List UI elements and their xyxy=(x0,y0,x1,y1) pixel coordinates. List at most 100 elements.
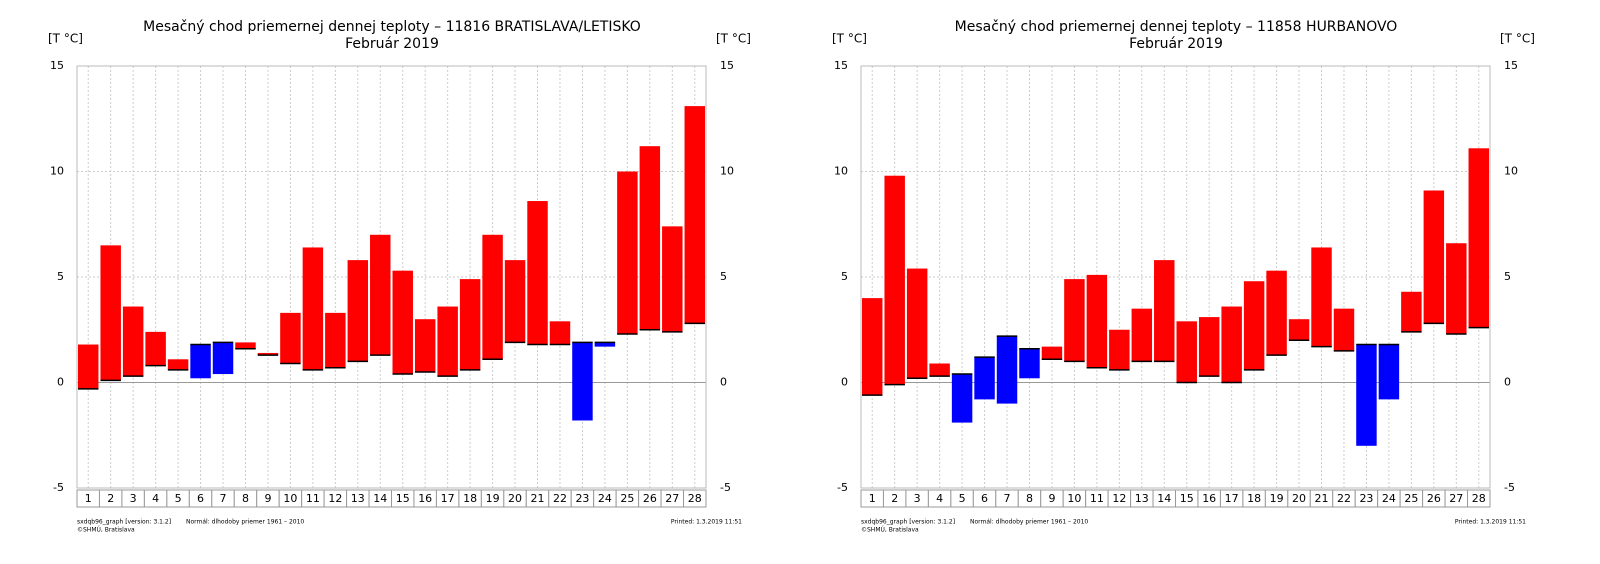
bar xyxy=(122,306,144,377)
chart-subtitle: Február 2019 xyxy=(1129,36,1223,52)
bar xyxy=(662,226,683,332)
x-tick-label: 16 xyxy=(418,492,432,505)
bar xyxy=(1266,270,1287,356)
bar xyxy=(1198,317,1220,377)
bar xyxy=(1378,344,1400,400)
footer-printed: Printed: 1.3.2019 11:51 xyxy=(671,519,742,526)
y2-axis-label: [T °C] xyxy=(716,32,751,46)
bar xyxy=(974,357,995,400)
x-tick-label: 2 xyxy=(891,492,898,505)
x-tick-label: 28 xyxy=(688,492,702,505)
y-tick-label: 0 xyxy=(841,376,848,389)
x-tick-label: 18 xyxy=(1247,492,1261,505)
bar xyxy=(1019,348,1040,379)
y-tick-label: 0 xyxy=(57,376,64,389)
x-tick-label: 9 xyxy=(1048,492,1055,505)
x-tick-label: 14 xyxy=(1157,492,1171,505)
bar xyxy=(1221,306,1242,383)
x-tick-label: 9 xyxy=(264,492,271,505)
x-tick-label: 7 xyxy=(1004,492,1011,505)
x-tick-label: 20 xyxy=(1292,492,1306,505)
footer-copyright: ©SHMÚ, Bratislava xyxy=(861,527,919,534)
bar xyxy=(549,321,571,345)
bar xyxy=(414,319,436,372)
footer-version: sxdqb96_graph [version: 3.1.2] xyxy=(77,519,171,526)
x-tick-label: 3 xyxy=(914,492,921,505)
bar xyxy=(392,270,413,375)
x-tick-label: 27 xyxy=(665,492,679,505)
y2-tick-label: 10 xyxy=(720,165,734,178)
bar xyxy=(78,344,99,389)
bar xyxy=(1131,308,1153,362)
footer-printed: Printed: 1.3.2019 11:51 xyxy=(1455,519,1526,526)
bar xyxy=(302,247,324,370)
x-tick-label: 17 xyxy=(441,492,455,505)
x-tick-label: 10 xyxy=(1067,492,1081,505)
bar xyxy=(1401,291,1422,332)
bar xyxy=(572,342,593,421)
day-cell xyxy=(683,489,707,508)
x-tick-label: 13 xyxy=(1135,492,1149,505)
day-cell xyxy=(1467,489,1491,508)
x-tick-label: 26 xyxy=(1427,492,1441,505)
footer-copyright: ©SHMÚ, Bratislava xyxy=(77,527,135,534)
bar xyxy=(100,245,121,381)
bar xyxy=(482,234,503,360)
x-tick-label: 11 xyxy=(1090,492,1104,505)
x-tick-label: 13 xyxy=(351,492,365,505)
chart: Mesačný chod priemernej dennej teploty –… xyxy=(832,19,1535,534)
plot-frame xyxy=(860,65,1491,489)
y2-tick-label: 15 xyxy=(1504,59,1518,72)
bar xyxy=(504,260,526,343)
y-tick-label: 5 xyxy=(841,270,848,283)
x-tick-label: 8 xyxy=(242,492,249,505)
x-tick-label: 12 xyxy=(1112,492,1126,505)
x-tick-label: 26 xyxy=(643,492,657,505)
x-tick-label: 24 xyxy=(598,492,612,505)
x-tick-label: 3 xyxy=(130,492,137,505)
x-tick-label: 19 xyxy=(486,492,500,505)
bar xyxy=(1356,344,1377,446)
x-tick-label: 27 xyxy=(1449,492,1463,505)
x-tick-label: 22 xyxy=(553,492,567,505)
y-tick-label: -5 xyxy=(837,481,848,494)
x-tick-label: 23 xyxy=(575,492,589,505)
bar xyxy=(257,352,279,356)
bar xyxy=(639,146,661,330)
bar xyxy=(1176,321,1197,383)
x-tick-label: 5 xyxy=(959,492,966,505)
y2-tick-label: 0 xyxy=(1504,376,1511,389)
bar xyxy=(1446,243,1467,334)
bar xyxy=(617,171,638,334)
x-tick-label: 8 xyxy=(1026,492,1033,505)
bar xyxy=(325,312,346,368)
footer-version: sxdqb96_graph [version: 3.1.2] xyxy=(861,519,955,526)
bar xyxy=(594,342,616,347)
x-tick-label: 11 xyxy=(306,492,320,505)
y2-tick-label: 0 xyxy=(720,376,727,389)
x-tick-label: 6 xyxy=(981,492,988,505)
bar xyxy=(527,201,548,345)
bar xyxy=(862,298,883,396)
bar xyxy=(347,260,369,362)
bar xyxy=(1333,308,1355,351)
y2-tick-label: -5 xyxy=(720,481,731,494)
x-tick-label: 2 xyxy=(107,492,114,505)
bar xyxy=(1086,274,1108,368)
bar xyxy=(235,342,256,349)
x-tick-label: 25 xyxy=(620,492,634,505)
x-tick-label: 28 xyxy=(1472,492,1486,505)
bar xyxy=(1109,329,1130,370)
x-tick-label: 6 xyxy=(197,492,204,505)
bar xyxy=(684,106,705,324)
bar xyxy=(1288,319,1310,341)
footer-normal: Normál: dlhodoby priemer 1961 – 2010 xyxy=(970,519,1088,526)
y2-tick-label: 15 xyxy=(720,59,734,72)
bar xyxy=(1311,247,1332,347)
bar xyxy=(280,312,301,364)
y-tick-label: 15 xyxy=(834,59,848,72)
chart: Mesačný chod priemernej dennej teploty –… xyxy=(48,19,751,534)
y-tick-label: 15 xyxy=(50,59,64,72)
bar xyxy=(212,342,234,375)
